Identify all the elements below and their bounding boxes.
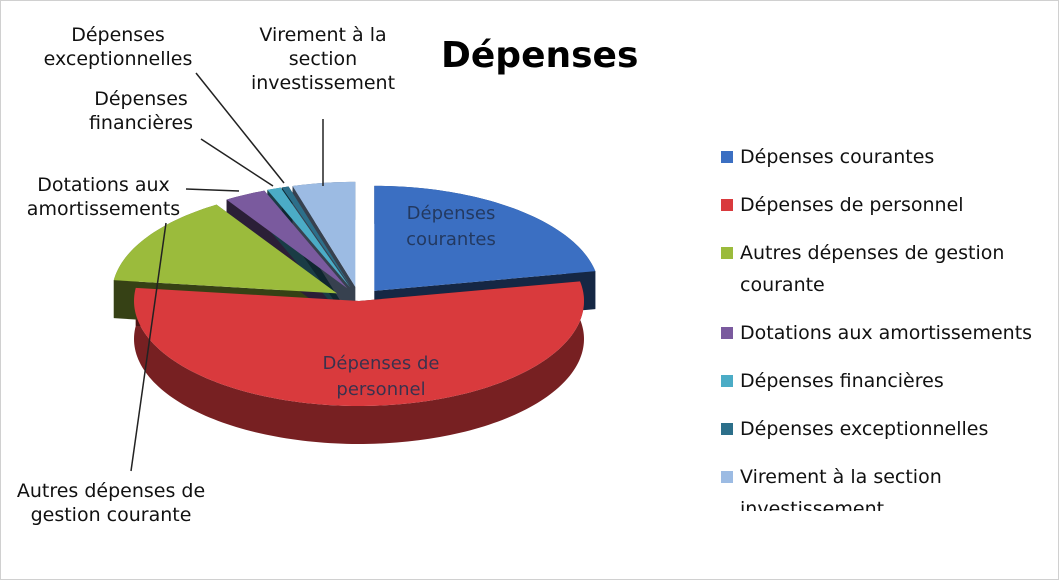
slice	[267, 187, 351, 288]
legend-label: Dépenses courantes	[740, 146, 935, 168]
legend-swatch	[721, 327, 733, 339]
slice	[134, 281, 584, 406]
slice	[113, 204, 338, 294]
legend-label: Autres dépenses de gestion courante	[740, 242, 1005, 296]
legend-label: Dépenses de personnel	[740, 194, 964, 216]
legend-swatch	[721, 199, 733, 211]
legend-entry: Dépenses financières	[721, 365, 1056, 397]
legend-swatch	[721, 247, 733, 259]
chart-title: Dépenses	[441, 35, 639, 76]
legend-label: Dotations aux amortissements	[740, 322, 1033, 344]
slice-side	[134, 281, 584, 444]
legend-label: Dépenses financières	[740, 370, 944, 392]
slice-label: Virement à la section investissement	[250, 24, 396, 94]
legend-entry: Autres dépenses de gestion courante	[721, 237, 1056, 301]
slice-label: Dotations aux amortissements	[26, 174, 181, 220]
slice-label: Dépenses de personnel	[322, 353, 440, 400]
legend-swatch	[721, 375, 733, 387]
slice-label: Dépenses financières	[88, 88, 194, 134]
slice	[292, 181, 356, 287]
leader-line	[195, 72, 285, 184]
slice-label: Autres dépenses de gestion courante	[16, 480, 206, 526]
slice-label: Dépenses exceptionnelles	[43, 24, 193, 70]
slice	[281, 186, 352, 288]
leader-line	[185, 188, 240, 192]
legend-swatch	[721, 151, 733, 163]
legend-label: Dépenses exceptionnelles	[740, 418, 989, 440]
legend-entry: Dépenses de personnel	[721, 189, 1056, 221]
legend-entry: Dépenses courantes	[721, 141, 1056, 173]
leader-line	[130, 222, 167, 472]
legend-entry: Dotations aux amortissements	[721, 317, 1056, 349]
legend-label: Virement à la section investissement	[740, 466, 942, 511]
legend-entry: Virement à la section investissement	[721, 461, 1056, 511]
slice-label: Dépenses courantes	[406, 203, 496, 250]
leader-line	[200, 138, 274, 187]
legend-swatch	[721, 423, 733, 435]
legend: Dépenses courantes Dépenses de personnel A…	[721, 141, 1056, 511]
legend-entry: Dépenses exceptionnelles	[721, 413, 1056, 445]
slice	[374, 185, 596, 291]
slice	[226, 190, 348, 289]
legend-swatch	[721, 471, 733, 483]
